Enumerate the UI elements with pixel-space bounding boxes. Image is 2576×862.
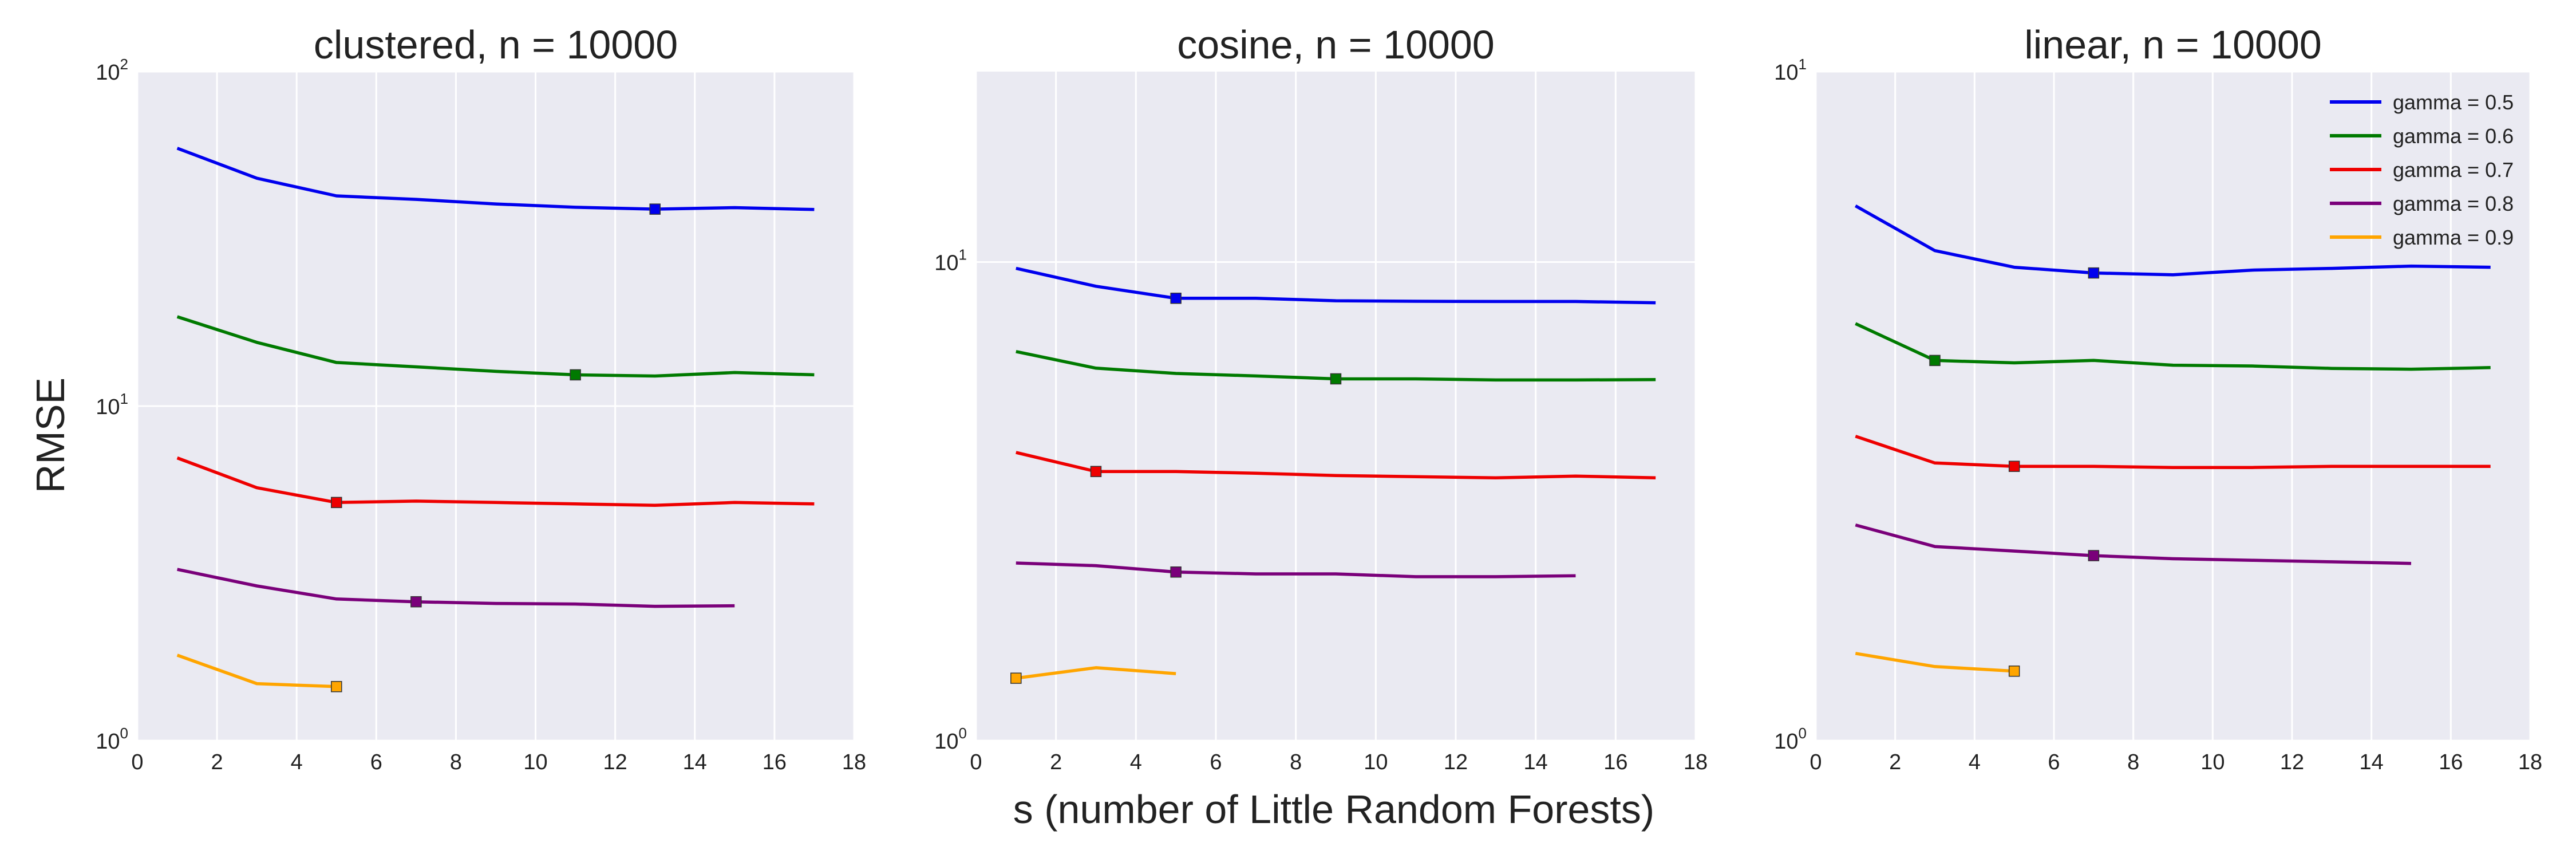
panel-title: linear, n = 10000 xyxy=(2024,22,2322,67)
x-tick-label: 16 xyxy=(2439,750,2463,774)
series-line-gamma-0.5 xyxy=(176,147,815,211)
y-tick-label: 100 xyxy=(96,725,128,754)
x-tick-label: 10 xyxy=(523,750,547,774)
series-line-gamma-0.7 xyxy=(176,456,815,507)
x-tick-label: 2 xyxy=(211,750,223,774)
series-line-gamma-0.8 xyxy=(1855,523,2412,565)
series-marker xyxy=(2008,666,2020,677)
x-tick-label: 0 xyxy=(1809,750,1822,774)
plot-area xyxy=(1816,72,2530,741)
x-tick-label: 0 xyxy=(970,750,982,774)
legend: gamma = 0.5 gamma = 0.6 gamma = 0.7 gamma =… xyxy=(2330,90,2514,249)
x-tick-label: 6 xyxy=(370,750,382,774)
x-tick-label: 8 xyxy=(450,750,462,774)
series-marker xyxy=(1170,293,1182,304)
panel-title: clustered, n = 10000 xyxy=(314,22,678,67)
series-marker xyxy=(1010,672,1022,684)
series-line-gamma-0.9 xyxy=(1016,666,1176,680)
series-marker xyxy=(1929,355,1941,367)
legend-label: gamma = 0.9 xyxy=(2393,226,2514,249)
series-marker xyxy=(410,596,422,608)
series-line-gamma-0.7 xyxy=(1855,435,2491,469)
x-tick-label: 4 xyxy=(1130,750,1142,774)
y-tick-label: 100 xyxy=(1774,725,1807,754)
y-axis-label: RMSE xyxy=(28,377,73,493)
x-tick-label: 0 xyxy=(131,750,143,774)
x-tick-label: 18 xyxy=(842,750,866,774)
legend-label: gamma = 0.7 xyxy=(2393,158,2514,182)
x-tick-label: 6 xyxy=(2048,750,2060,774)
x-axis-label: s (number of Little Random Forests) xyxy=(1013,787,1654,832)
series-marker xyxy=(1170,566,1182,578)
x-tick-label: 4 xyxy=(1969,750,1981,774)
x-tick-label: 8 xyxy=(2127,750,2139,774)
plot-area xyxy=(976,72,1696,741)
chart-panel-2: cosine, n = 10000 0 2 4 6 8 10 12 14 16 18 100 101 xyxy=(934,22,1708,774)
x-tick-label: 18 xyxy=(1684,750,1708,774)
y-tick-label: 102 xyxy=(96,56,128,85)
legend-label: gamma = 0.8 xyxy=(2393,192,2514,215)
y-tick-label: 101 xyxy=(96,390,128,419)
chart-panel-1: clustered, n = 10000 0 2 4 6 8 10 12 14 16 18 100 10… xyxy=(96,22,866,774)
panel-title: cosine, n = 10000 xyxy=(1177,22,1495,67)
x-tick-label: 2 xyxy=(1050,750,1062,774)
y-tick-label: 100 xyxy=(934,725,967,754)
series-marker xyxy=(331,497,342,509)
series-line-gamma-0.6 xyxy=(176,315,815,378)
y-tick-label: 101 xyxy=(934,246,967,275)
x-tick-label: 18 xyxy=(2518,750,2542,774)
x-tick-label: 2 xyxy=(1889,750,1901,774)
series-marker xyxy=(2008,460,2020,472)
series-line-gamma-0.5 xyxy=(1016,266,1656,305)
series-marker xyxy=(649,203,661,215)
x-tick-label: 16 xyxy=(1603,750,1627,774)
series-line-gamma-0.5 xyxy=(1854,204,2491,277)
chart-panel-3: linear, n = 10000 0 2 4 6 8 10 12 14 16 18 100 101 ga… xyxy=(1774,22,2542,774)
x-tick-label: 16 xyxy=(762,750,787,774)
series-line-gamma-0.6 xyxy=(1855,322,2491,371)
legend-label: gamma = 0.5 xyxy=(2393,90,2514,114)
x-tick-label: 8 xyxy=(1290,750,1302,774)
series-marker xyxy=(570,369,581,381)
series-line-gamma-0.9 xyxy=(176,654,337,688)
series-line-gamma-0.8 xyxy=(177,568,735,608)
x-tick-label: 4 xyxy=(291,750,303,774)
legend-label: gamma = 0.6 xyxy=(2393,124,2514,148)
series-marker xyxy=(1330,373,1342,385)
series-marker xyxy=(2088,267,2100,279)
x-tick-label: 12 xyxy=(2280,750,2304,774)
x-tick-label: 10 xyxy=(2200,750,2225,774)
x-tick-label: 12 xyxy=(603,750,627,774)
series-line-gamma-0.9 xyxy=(1855,652,2014,673)
x-tick-label: 12 xyxy=(1444,750,1468,774)
x-tick-label: 14 xyxy=(683,750,707,774)
x-tick-label: 6 xyxy=(1210,750,1222,774)
series-line-gamma-0.7 xyxy=(1016,451,1656,480)
series-marker xyxy=(331,681,342,692)
series-marker xyxy=(2088,550,2100,561)
y-tick-label: 101 xyxy=(1774,56,1807,85)
x-tick-label: 14 xyxy=(2360,750,2384,774)
x-tick-label: 10 xyxy=(1364,750,1388,774)
series-line-gamma-0.8 xyxy=(1016,561,1576,578)
x-tick-label: 14 xyxy=(1524,750,1548,774)
series-marker xyxy=(1090,466,1102,477)
